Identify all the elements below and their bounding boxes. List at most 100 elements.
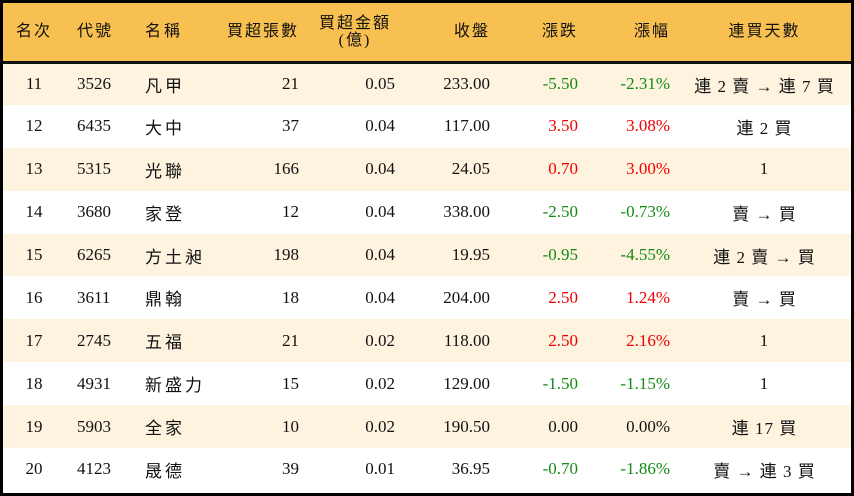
cell-amount: 0.05	[365, 74, 395, 94]
cell-name: 鼎翰	[145, 290, 185, 310]
table-row: 16 3611 鼎翰 18 0.04 204.00 2.50 1.24% 賣 →…	[3, 276, 851, 320]
table-row: 12 6435 大中 37 0.04 117.00 3.50 3.08% 連 2…	[3, 104, 851, 148]
cell-rank: 11	[25, 74, 43, 94]
header-change-pct: 漲幅	[586, 3, 678, 64]
cell-amount: 0.04	[365, 159, 395, 179]
cell-change: 2.50	[548, 287, 578, 307]
table-row: 17 2745 五福 21 0.02 118.00 2.50 2.16% 1	[3, 319, 851, 363]
cell-close: 24.05	[451, 159, 490, 179]
table-row: 15 6265 方土昶 198 0.04 19.95 -0.95 -4.55% …	[3, 233, 851, 277]
cell-amount: 0.02	[365, 416, 395, 436]
cell-lots: 18	[282, 287, 299, 307]
cell-change: 3.50	[548, 116, 578, 136]
cell-code: 3526	[77, 74, 111, 94]
header-name: 名稱	[131, 3, 217, 64]
cell-consecutive-days: 1	[759, 330, 770, 350]
cell-change: 0.70	[548, 159, 578, 179]
cell-rank: 12	[25, 116, 43, 136]
header-net-buy-lots: 買超張數	[217, 3, 307, 64]
cell-name: 家登	[145, 204, 185, 224]
cell-rank: 14	[25, 202, 43, 222]
cell-rank: 17	[25, 330, 43, 350]
cell-close: 118.00	[443, 330, 490, 350]
cell-close: 233.00	[443, 74, 490, 94]
table-row: 14 3680 家登 12 0.04 338.00 -2.50 -0.73% 賣…	[3, 190, 851, 234]
cell-code: 3680	[77, 202, 111, 222]
cell-close: 19.95	[451, 245, 490, 264]
header-net-buy-amount-line2: (億)	[338, 31, 372, 49]
cell-change-pct: -2.31%	[620, 74, 670, 94]
header-change: 漲跌	[498, 3, 586, 64]
header-close: 收盤	[403, 3, 498, 64]
cell-amount: 0.02	[365, 373, 395, 393]
cell-amount: 0.04	[365, 202, 395, 222]
cell-consecutive-days: 賣 → 買	[732, 290, 797, 310]
cell-change-pct: -1.86%	[620, 459, 670, 479]
cell-lots: 198	[273, 245, 300, 264]
cell-name: 凡甲	[145, 76, 185, 96]
cell-name: 方土昶	[145, 247, 205, 267]
cell-close: 338.00	[443, 202, 490, 222]
cell-change: -0.70	[542, 459, 578, 479]
header-net-buy-amount: 買超金額 (億)	[307, 3, 403, 64]
cell-name: 大中	[145, 118, 185, 138]
cell-name: 新盛力	[145, 376, 205, 396]
header-code: 代號	[65, 3, 131, 64]
cell-change-pct: 3.08%	[626, 116, 670, 136]
table-row: 18 4931 新盛力 15 0.02 129.00 -1.50 -1.15% …	[3, 362, 851, 406]
cell-change-pct: 0.00%	[626, 416, 670, 436]
cell-change-pct: -0.73%	[620, 202, 670, 222]
cell-amount: 0.04	[365, 287, 395, 307]
cell-close: 204.00	[443, 287, 490, 307]
cell-lots: 10	[282, 416, 299, 436]
cell-lots: 39	[282, 459, 299, 479]
cell-close: 190.50	[443, 416, 490, 436]
cell-amount: 0.01	[365, 459, 395, 479]
header-rank: 名次	[3, 3, 65, 64]
cell-name: 晟德	[145, 461, 185, 481]
cell-code: 4123	[77, 459, 111, 479]
net-buy-ranking-table: 名次 代號 名稱 買超張數 買超金額 (億) 收盤 漲跌 漲幅 連買天數 11 …	[3, 3, 851, 491]
cell-change: -1.50	[542, 373, 578, 393]
cell-amount: 0.02	[365, 330, 395, 350]
table-row: 19 5903 全家 10 0.02 190.50 0.00 0.00% 連 1…	[3, 405, 851, 449]
cell-amount: 0.04	[365, 245, 395, 264]
cell-consecutive-days: 賣 → 連 3 買	[713, 461, 816, 481]
cell-change-pct: -4.55%	[620, 245, 670, 264]
cell-lots: 37	[282, 116, 299, 136]
cell-lots: 12	[282, 202, 299, 222]
cell-change-pct: 1.24%	[626, 287, 670, 307]
table-header-row: 名次 代號 名稱 買超張數 買超金額 (億) 收盤 漲跌 漲幅 連買天數	[3, 3, 851, 64]
cell-lots: 21	[282, 74, 299, 94]
cell-code: 6265	[77, 245, 111, 264]
cell-close: 117.00	[443, 116, 490, 136]
cell-change-pct: 2.16%	[626, 330, 670, 350]
cell-name: 光聯	[145, 161, 185, 181]
cell-code: 5315	[77, 159, 111, 179]
cell-close: 129.00	[443, 373, 490, 393]
cell-rank: 18	[25, 373, 43, 393]
cell-code: 4931	[77, 373, 111, 393]
cell-code: 3611	[77, 287, 111, 307]
cell-rank: 16	[25, 287, 43, 307]
cell-amount: 0.04	[365, 116, 395, 136]
cell-close: 36.95	[451, 459, 490, 479]
cell-name: 全家	[145, 419, 185, 439]
table-row: 13 5315 光聯 166 0.04 24.05 0.70 3.00% 1	[3, 147, 851, 191]
cell-code: 6435	[77, 116, 111, 136]
cell-change: 0.00	[548, 416, 578, 436]
cell-lots: 166	[273, 159, 300, 179]
cell-consecutive-days: 1	[759, 373, 770, 393]
cell-change: -0.95	[542, 245, 578, 264]
table-row: 20 4123 晟德 39 0.01 36.95 -0.70 -1.86% 賣 …	[3, 448, 851, 491]
cell-consecutive-days: 1	[759, 159, 770, 179]
header-net-buy-amount-line1: 買超金額	[318, 14, 391, 32]
cell-consecutive-days: 連 2 賣 → 連 7 買	[694, 76, 835, 96]
cell-consecutive-days: 連 17 買	[731, 419, 798, 439]
cell-rank: 20	[25, 459, 43, 479]
cell-code: 5903	[77, 416, 111, 436]
cell-change-pct: -1.15%	[620, 373, 670, 393]
cell-change: 2.50	[548, 330, 578, 350]
table-row: 11 3526 凡甲 21 0.05 233.00 -5.50 -2.31% 連…	[3, 62, 851, 105]
